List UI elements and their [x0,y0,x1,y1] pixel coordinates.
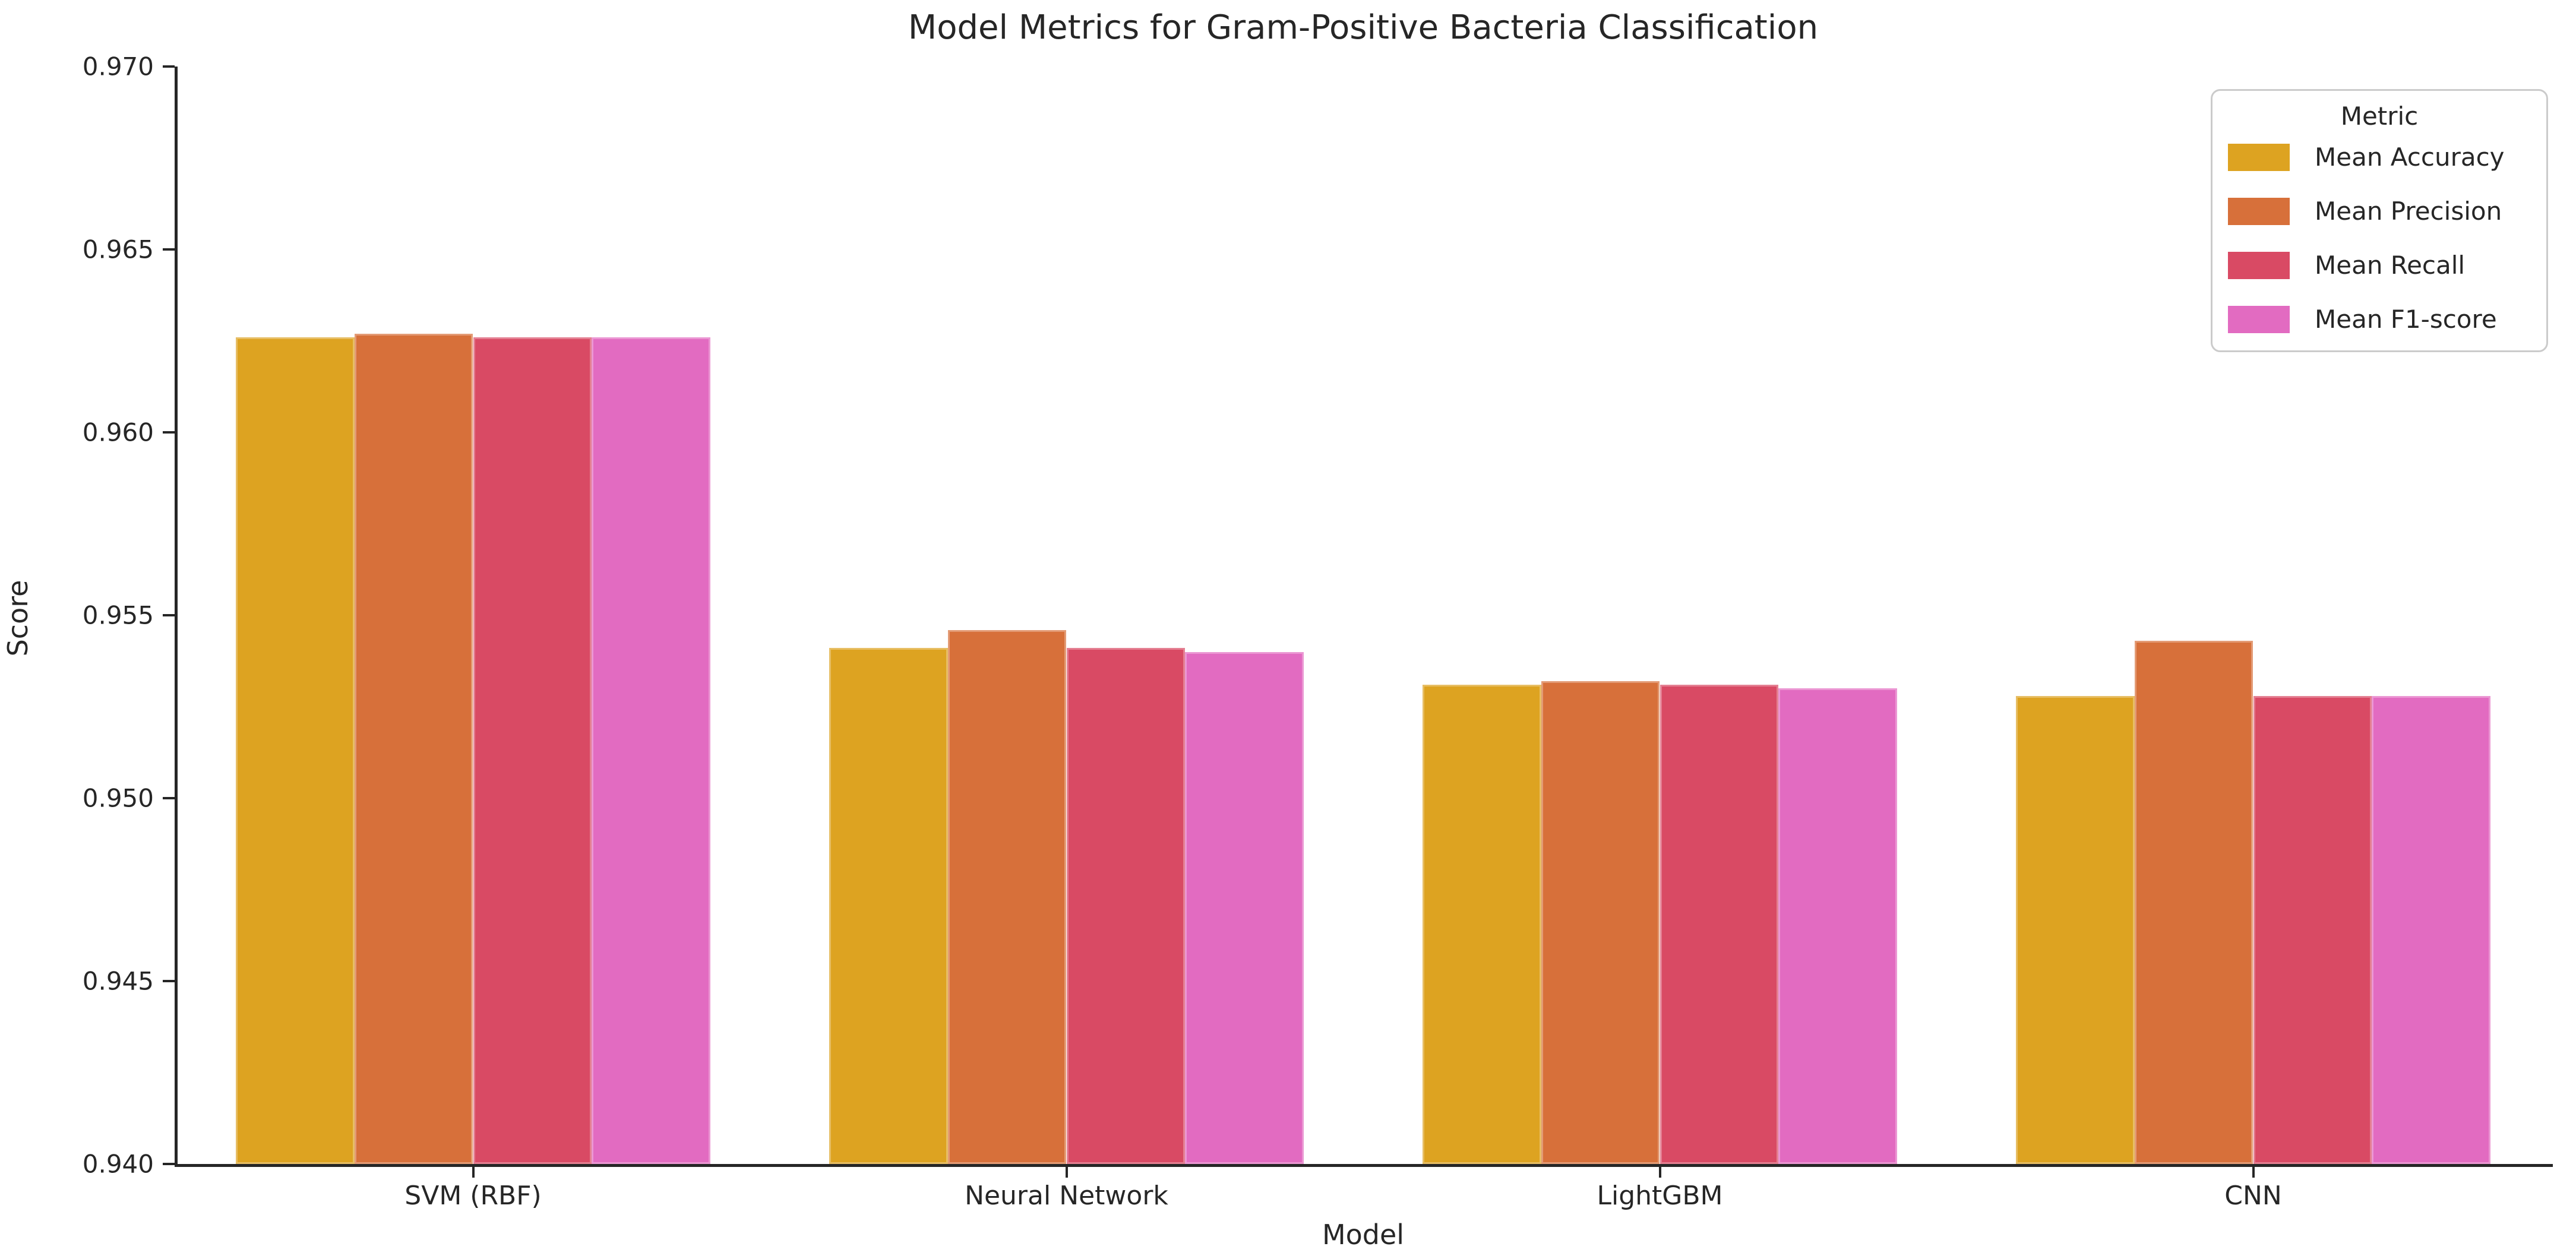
y-tick-label: 0.940 [82,1149,154,1179]
legend-swatch-icon [2228,143,2290,171]
bar-svm-rbf--mean-precision [354,333,473,1164]
y-tick-mark [163,1163,175,1165]
chart-title: Model Metrics for Gram-Positive Bacteria… [908,8,1819,47]
y-tick-label: 0.965 [82,235,154,264]
bar-cnn-mean-accuracy [2015,695,2135,1164]
legend-label: Mean Accuracy [2315,143,2505,172]
y-axis-label: Score [2,580,34,657]
legend-items: Mean Accuracy Mean Precision Mean Recall Me… [2228,143,2531,334]
bar-lightgbm-mean-recall [1660,685,1779,1164]
bar-cnn-mean-precision [2134,641,2253,1164]
x-tick-label: SVM (RBF) [404,1181,542,1211]
x-tick-mark [2252,1167,2255,1178]
bar-neural-network-mean-accuracy [829,648,948,1164]
bar-svm-rbf--mean-f1-score [592,337,711,1164]
bar-lightgbm-mean-accuracy [1422,685,1541,1164]
y-tick-label: 0.945 [82,966,154,996]
bar-svm-rbf--mean-recall [473,337,592,1164]
x-tick-label: CNN [2224,1181,2282,1211]
y-tick-mark [163,65,175,68]
y-axis-spine [175,67,178,1167]
legend-swatch-icon [2228,251,2290,279]
legend-item-mean-precision: Mean Precision [2228,197,2531,226]
legend-item-mean-recall: Mean Recall [2228,251,2531,280]
legend-item-mean-f1-score: Mean F1-score [2228,305,2531,334]
y-tick-mark [163,980,175,982]
bar-neural-network-mean-f1-score [1185,651,1304,1164]
legend-swatch-icon [2228,197,2290,225]
x-tick-label: Neural Network [965,1181,1168,1211]
legend: Metric Mean Accuracy Mean Precision Mean R… [2211,89,2548,352]
y-tick-mark [163,797,175,799]
x-tick-label: LightGBM [1597,1181,1723,1211]
x-tick-mark [472,1167,475,1178]
y-tick-label: 0.950 [82,783,154,813]
bar-lightgbm-mean-precision [1541,681,1660,1164]
y-tick-mark [163,431,175,434]
bar-svm-rbf--mean-accuracy [235,337,355,1164]
y-tick-label: 0.960 [82,417,154,447]
legend-item-mean-accuracy: Mean Accuracy [2228,143,2531,172]
x-axis-spine [175,1164,2553,1167]
y-tick-mark [163,248,175,251]
x-tick-mark [1065,1167,1068,1178]
bar-cnn-mean-f1-score [2372,695,2491,1164]
x-axis-label: Model [1322,1219,1405,1251]
x-tick-mark [1658,1167,1661,1178]
legend-label: Mean F1-score [2315,305,2497,334]
y-tick-mark [163,614,175,616]
legend-title: Metric [2340,102,2419,131]
bar-lightgbm-mean-f1-score [1778,688,1898,1164]
legend-label: Mean Recall [2315,251,2466,280]
bar-neural-network-mean-precision [947,630,1067,1164]
y-tick-label: 0.955 [82,600,154,630]
legend-label: Mean Precision [2315,197,2502,226]
bar-neural-network-mean-recall [1066,648,1186,1164]
legend-swatch-icon [2228,305,2290,333]
y-tick-label: 0.970 [82,52,154,81]
bar-cnn-mean-recall [2253,695,2372,1164]
